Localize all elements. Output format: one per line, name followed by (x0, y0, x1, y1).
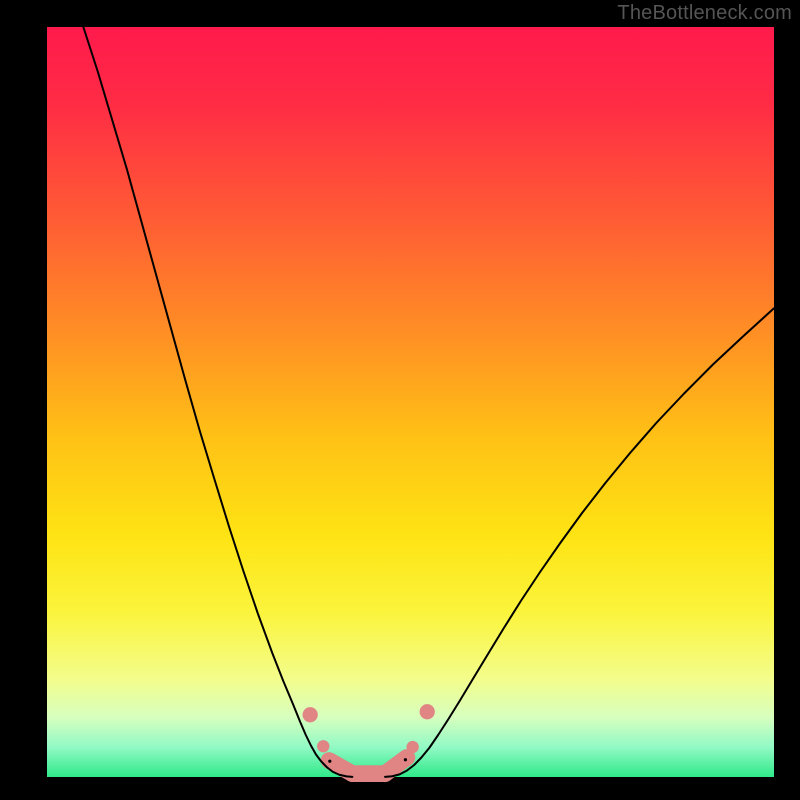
watermark-text: TheBottleneck.com (617, 2, 792, 25)
chart-root: TheBottleneck.com (0, 0, 800, 800)
left-curve (83, 27, 352, 777)
chart-svg (0, 0, 800, 800)
right-curve (385, 308, 774, 777)
